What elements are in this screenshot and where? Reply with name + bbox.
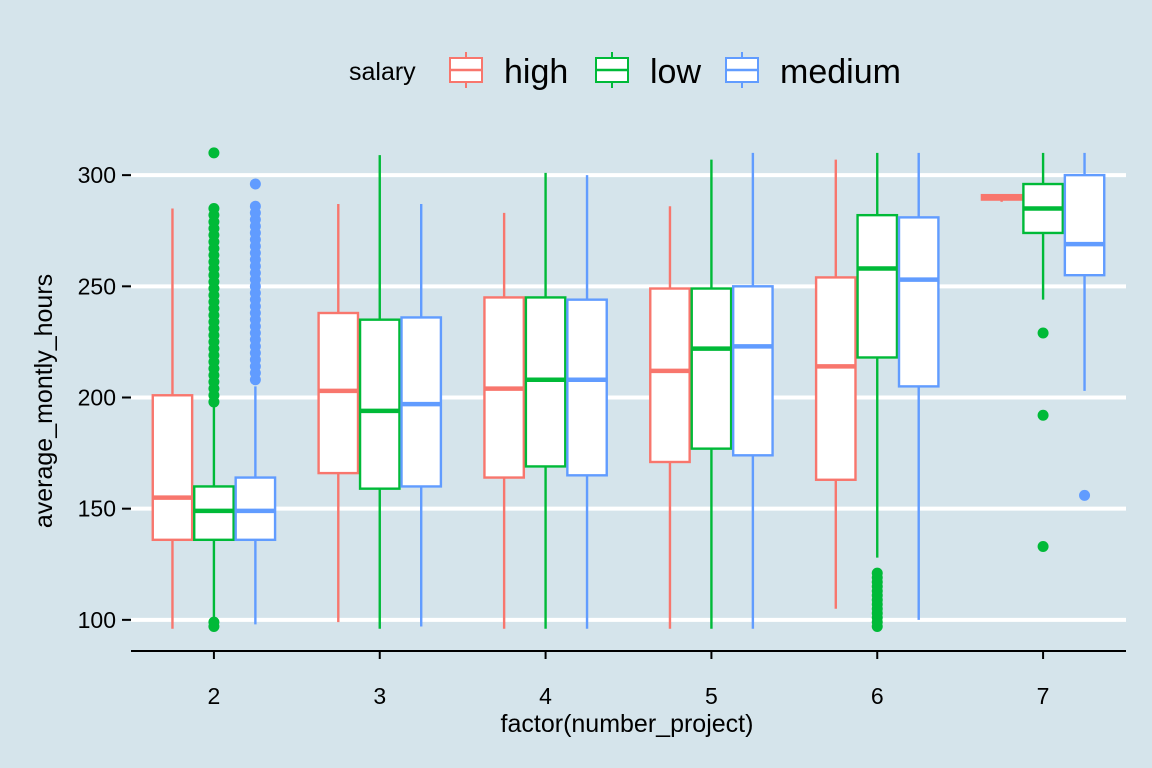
outlier-point xyxy=(208,202,220,214)
box-body xyxy=(814,276,857,481)
box-body xyxy=(690,287,733,450)
x-axis-title: factor(number_project) xyxy=(501,710,754,738)
box-body xyxy=(649,287,691,464)
outlier-point xyxy=(871,567,883,579)
outlier-point xyxy=(1037,409,1049,421)
box-low-7 xyxy=(1022,152,1064,552)
box-body xyxy=(566,298,608,477)
outlier-point xyxy=(1079,489,1091,501)
x-tick-label: 6 xyxy=(871,683,884,709)
y-tick-label: 150 xyxy=(78,496,116,522)
y-axis-title: average_montly_hours xyxy=(30,274,58,528)
box-medium-6 xyxy=(897,152,940,620)
box-high-4 xyxy=(483,212,526,629)
legend-label: medium xyxy=(780,53,901,91)
y-tick-label: 250 xyxy=(78,273,116,299)
legend-label: high xyxy=(504,53,568,91)
outlier-point xyxy=(1037,540,1049,552)
box-body xyxy=(897,216,940,388)
x-tick-label: 2 xyxy=(208,683,221,709)
box-high-2 xyxy=(151,208,194,629)
box-low-5 xyxy=(690,159,733,629)
y-tick-label: 200 xyxy=(78,385,116,411)
box-body xyxy=(1063,173,1106,277)
legend-item-medium: medium xyxy=(722,50,901,91)
y-tick-label: 100 xyxy=(78,607,116,633)
box-medium-7 xyxy=(1063,152,1106,501)
box-low-3 xyxy=(358,155,401,629)
legend-item-high: high xyxy=(446,50,568,91)
y-tick-label: 300 xyxy=(78,162,116,188)
plot-area xyxy=(151,147,1106,633)
box-body xyxy=(731,285,774,457)
box-low-2 xyxy=(193,147,235,633)
x-tick-label: 4 xyxy=(539,683,552,709)
outlier-point xyxy=(1037,327,1049,339)
box-body xyxy=(151,394,194,542)
outlier-point xyxy=(208,147,220,159)
box-medium-4 xyxy=(566,175,608,629)
box-medium-5 xyxy=(731,152,774,629)
y-axis-ticks: 100 150 200 250 300 xyxy=(78,162,131,633)
box-high-5 xyxy=(649,206,691,629)
box-medium-2 xyxy=(234,178,277,625)
box-body xyxy=(856,213,899,359)
outlier-point xyxy=(208,616,220,628)
x-axis-ticks: 2 3 4 5 6 7 xyxy=(208,651,1050,709)
box-high-7 xyxy=(980,193,1023,202)
box-high-3 xyxy=(317,204,360,623)
grid-lines xyxy=(131,173,1126,622)
outlier-point xyxy=(249,200,261,212)
x-tick-label: 7 xyxy=(1037,683,1050,709)
outlier-point xyxy=(249,178,261,190)
box-body xyxy=(358,318,401,490)
legend-title: salary xyxy=(349,58,416,86)
legend: salary high low medium xyxy=(349,50,901,91)
x-tick-label: 5 xyxy=(705,683,718,709)
box-medium-3 xyxy=(400,204,443,627)
box-high-6 xyxy=(814,159,857,609)
x-tick-label: 3 xyxy=(373,683,386,709)
legend-label: low xyxy=(650,53,701,91)
box-low-4 xyxy=(524,172,567,629)
box-low-6 xyxy=(856,152,899,633)
legend-item-low: low xyxy=(592,50,701,91)
